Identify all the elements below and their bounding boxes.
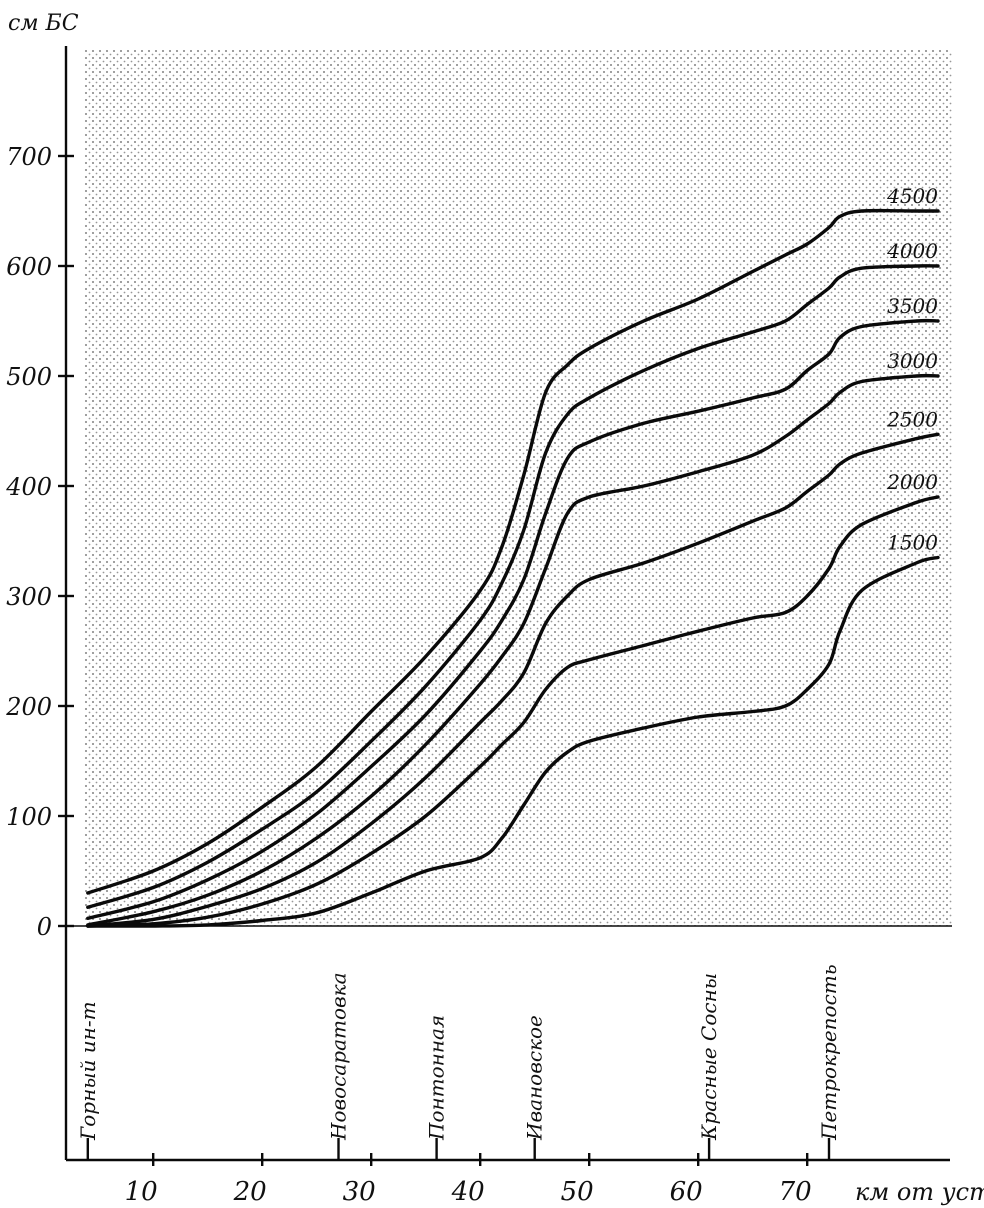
y-tick-label: 500 [6, 363, 52, 391]
y-tick-label: 600 [6, 253, 52, 281]
station-label: Горный ин-т [76, 1001, 100, 1141]
x-tick-label: 30 [343, 1177, 376, 1207]
y-tick-label: 100 [6, 803, 52, 831]
x-tick-label: 40 [451, 1177, 485, 1207]
series-label-1500: 1500 [887, 531, 938, 555]
y-axis-ticks: 0 100 200 300 400 500 600 700 [5, 143, 74, 941]
series-label-2000: 2000 [886, 470, 938, 494]
y-tick-label: 400 [5, 473, 52, 501]
series-line-4500 [86, 208, 940, 895]
series-labels: 4500 4000 3500 3000 2500 2000 1500 [886, 184, 938, 555]
series-label-4000: 4000 [886, 239, 938, 263]
x-tick-label: 10 [125, 1177, 158, 1207]
y-unit-label: см БС [8, 11, 79, 36]
x-tick-label: 20 [233, 1177, 267, 1207]
y-tick-label: 0 [37, 913, 52, 941]
series-label-2500: 2500 [886, 407, 938, 431]
x-unit-label: км от устья [855, 1178, 984, 1206]
y-tick-label: 200 [5, 693, 52, 721]
y-tick-label: 300 [6, 583, 52, 611]
series-line-3500 [86, 318, 940, 920]
station-label: Петрокрепость [817, 964, 841, 1141]
station-label: Новосаратовка [327, 972, 351, 1141]
station-label: Понтонная [425, 1015, 449, 1141]
series-line-2000 [86, 495, 940, 928]
station-label: Красные Сосны [697, 973, 721, 1141]
stippled-plot-area [84, 50, 952, 926]
x-tick-label: 70 [779, 1177, 812, 1207]
series-label-3500: 3500 [887, 294, 938, 318]
series-line-2500 [86, 432, 940, 928]
series-line-4000 [86, 264, 940, 909]
series-line-3000 [86, 373, 940, 927]
x-tick-label: 50 [561, 1177, 594, 1207]
station-label: Ивановское [523, 1015, 547, 1141]
x-tick-label: 60 [670, 1177, 703, 1207]
series-label-3000: 3000 [887, 349, 938, 373]
y-tick-label: 700 [6, 143, 52, 171]
station-markers: Горный ин-т Новосаратовка Понтонная Ивановс… [76, 964, 841, 1160]
series-line-1500 [86, 555, 940, 928]
series-label-4500: 4500 [886, 184, 938, 208]
series-curves [86, 208, 940, 928]
